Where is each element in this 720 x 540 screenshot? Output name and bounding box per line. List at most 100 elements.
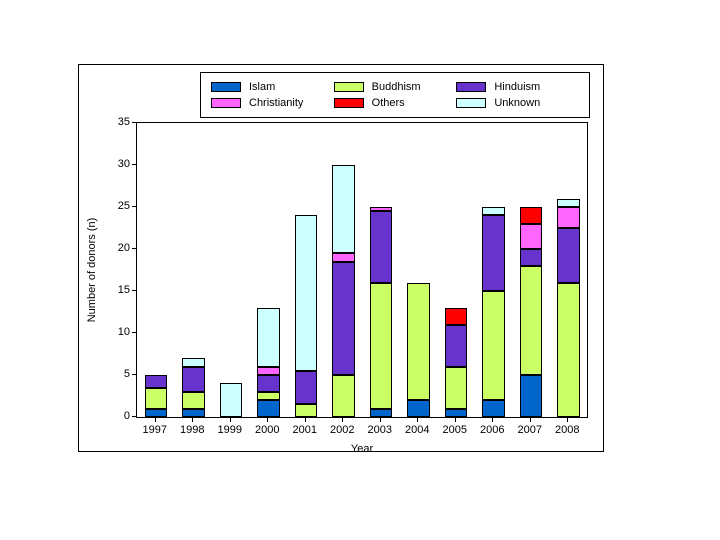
bar-seg-hinduism — [520, 249, 543, 266]
x-tick — [342, 418, 343, 422]
y-tick — [132, 374, 136, 375]
x-axis-title: Year — [351, 443, 373, 455]
x-tick-label: 1998 — [180, 424, 204, 436]
bar-seg-unknown — [557, 199, 580, 207]
bar-seg-islam — [370, 409, 393, 417]
bar-seg-buddhism — [332, 375, 355, 417]
bar-seg-buddhism — [145, 388, 168, 409]
bar-seg-others — [445, 308, 468, 325]
bar-seg-hinduism — [370, 211, 393, 282]
bar-seg-buddhism — [182, 392, 205, 409]
y-tick-label: 5 — [124, 368, 130, 380]
x-tick — [192, 418, 193, 422]
legend-swatch-others — [334, 98, 364, 108]
legend-label-unknown: Unknown — [494, 97, 540, 109]
x-tick — [530, 418, 531, 422]
bar-seg-islam — [182, 409, 205, 417]
x-tick — [155, 418, 156, 422]
bar-seg-unknown — [182, 358, 205, 366]
legend-swatch-buddhism — [334, 82, 364, 92]
x-tick-label: 2008 — [555, 424, 579, 436]
y-tick — [132, 122, 136, 123]
bar-seg-hinduism — [182, 367, 205, 392]
y-tick-label: 35 — [118, 116, 130, 128]
x-tick-label: 1997 — [143, 424, 167, 436]
bar-seg-buddhism — [557, 283, 580, 417]
x-tick-label: 2001 — [293, 424, 317, 436]
x-tick — [230, 418, 231, 422]
bar-seg-hinduism — [557, 228, 580, 283]
bar-seg-hinduism — [445, 325, 468, 367]
bar-seg-buddhism — [407, 283, 430, 401]
legend-item-hinduism: Hinduism — [456, 81, 579, 93]
legend-label-christianity: Christianity — [249, 97, 303, 109]
y-tick-label: 20 — [118, 242, 130, 254]
x-tick — [417, 418, 418, 422]
legend-label-hinduism: Hinduism — [494, 81, 540, 93]
bar-seg-unknown — [295, 215, 318, 370]
bar-seg-christianity — [257, 367, 280, 375]
bar-seg-christianity — [332, 253, 355, 261]
x-tick-label: 2006 — [480, 424, 504, 436]
bar-seg-buddhism — [257, 392, 280, 400]
x-tick-label: 2004 — [405, 424, 429, 436]
legend-row: Christianity Others Unknown — [211, 95, 579, 111]
legend-label-islam: Islam — [249, 81, 275, 93]
bar-seg-hinduism — [482, 215, 505, 291]
y-tick — [132, 206, 136, 207]
legend: Islam Buddhism Hinduism Christianity Others U… — [200, 72, 590, 118]
bar-seg-buddhism — [482, 291, 505, 400]
y-tick-label: 15 — [118, 284, 130, 296]
bar-seg-islam — [257, 400, 280, 417]
bar-seg-islam — [520, 375, 543, 417]
bar-seg-christianity — [557, 207, 580, 228]
bar-seg-islam — [407, 400, 430, 417]
legend-item-unknown: Unknown — [456, 97, 579, 109]
bar-seg-islam — [482, 400, 505, 417]
bar-seg-unknown — [220, 383, 243, 417]
legend-item-islam: Islam — [211, 81, 334, 93]
y-tick — [132, 164, 136, 165]
bar-seg-hinduism — [257, 375, 280, 392]
y-tick-label: 10 — [118, 326, 130, 338]
y-tick — [132, 248, 136, 249]
x-tick — [380, 418, 381, 422]
bar-seg-christianity — [520, 224, 543, 249]
y-tick-label: 30 — [118, 158, 130, 170]
x-tick-label: 1999 — [218, 424, 242, 436]
bar-seg-hinduism — [145, 375, 168, 388]
bar-seg-buddhism — [520, 266, 543, 375]
y-tick-label: 0 — [124, 410, 130, 422]
x-tick — [455, 418, 456, 422]
x-tick-label: 2000 — [255, 424, 279, 436]
legend-swatch-hinduism — [456, 82, 486, 92]
legend-swatch-unknown — [456, 98, 486, 108]
bar-seg-islam — [145, 409, 168, 417]
legend-swatch-islam — [211, 82, 241, 92]
legend-label-buddhism: Buddhism — [372, 81, 421, 93]
plot-area — [136, 122, 588, 418]
x-tick-label: 2007 — [518, 424, 542, 436]
bar-seg-unknown — [332, 165, 355, 253]
legend-label-others: Others — [372, 97, 405, 109]
x-tick — [267, 418, 268, 422]
x-tick-label: 2003 — [368, 424, 392, 436]
bar-seg-buddhism — [370, 283, 393, 409]
x-tick — [305, 418, 306, 422]
y-tick — [132, 290, 136, 291]
x-tick-label: 2002 — [330, 424, 354, 436]
y-tick-label: 25 — [118, 200, 130, 212]
bar-seg-christianity — [370, 207, 393, 211]
x-tick — [492, 418, 493, 422]
bar-seg-unknown — [482, 207, 505, 215]
legend-item-christianity: Christianity — [211, 97, 334, 109]
y-axis-labels: 05101520253035 — [108, 122, 130, 418]
y-axis-title: Number of donors (n) — [86, 218, 98, 323]
legend-row: Islam Buddhism Hinduism — [211, 79, 579, 95]
bar-seg-islam — [445, 409, 468, 417]
bar-seg-others — [520, 207, 543, 224]
x-tick — [567, 418, 568, 422]
legend-item-others: Others — [334, 97, 457, 109]
bar-seg-hinduism — [332, 262, 355, 375]
legend-item-buddhism: Buddhism — [334, 81, 457, 93]
